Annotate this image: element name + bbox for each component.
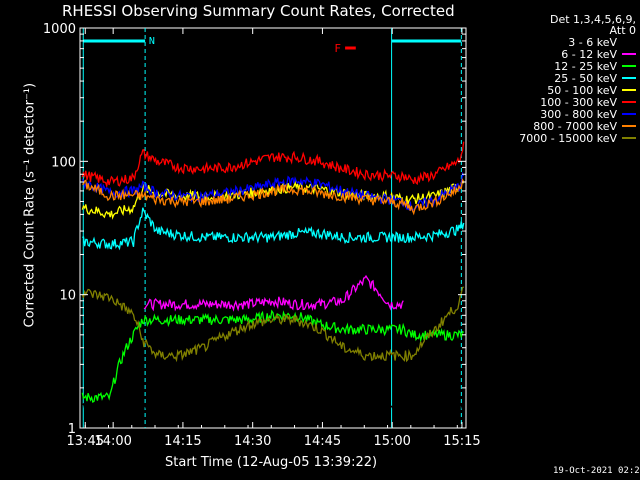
legend-label: 6 - 12 keV xyxy=(561,47,617,61)
y-tick-label: 1000 xyxy=(43,22,76,37)
chart-title: RHESSI Observing Summary Count Rates, Co… xyxy=(62,2,455,20)
legend-entry: 12 - 25 keV xyxy=(470,59,636,73)
y-tick-label: 100 xyxy=(51,155,76,170)
x-axis-label: Start Time (12-Aug-05 13:39:22) xyxy=(165,455,378,470)
legend-entry: 100 - 300 keV xyxy=(470,95,636,109)
legend-label: 800 - 7000 keV xyxy=(533,119,617,133)
x-tick-label: 14:30 xyxy=(234,434,271,449)
legend-header-line2: Att 0 xyxy=(609,24,636,37)
x-tick-label: 14:45 xyxy=(304,434,341,449)
legend-label: 50 - 100 keV xyxy=(547,83,617,97)
series-group xyxy=(81,141,465,413)
legend-label: 25 - 50 keV xyxy=(554,71,617,85)
legend-entry: 3 - 6 keV xyxy=(470,35,636,49)
timestamp: 19-Oct-2021 02:20 xyxy=(553,466,640,476)
legend-swatch xyxy=(622,137,636,139)
x-tick-label: 13:45 xyxy=(67,434,104,449)
legend-label: 3 - 6 keV xyxy=(568,35,617,49)
legend-swatch xyxy=(622,65,636,67)
legend-entry: 25 - 50 keV xyxy=(470,71,636,85)
annotation-text: F xyxy=(334,42,341,55)
series-line xyxy=(81,141,465,189)
legend-swatch xyxy=(622,101,636,103)
series-line xyxy=(82,207,465,251)
legend-entry: 300 - 800 keV xyxy=(470,107,636,121)
legend-swatch xyxy=(622,89,636,91)
x-tick-label: 14:00 xyxy=(94,434,131,449)
plot-border xyxy=(79,27,467,429)
y-tick-label: 1 xyxy=(68,422,76,437)
legend-label: 300 - 800 keV xyxy=(540,107,617,121)
legend-swatch xyxy=(622,77,636,79)
legend-swatch xyxy=(622,113,636,115)
plot-frame-group xyxy=(79,27,467,429)
series-line xyxy=(81,358,465,413)
legend-label: 100 - 300 keV xyxy=(540,95,617,109)
series-line xyxy=(81,309,465,403)
legend-header-line1: Det 1,3,4,5,6,9, xyxy=(549,13,636,26)
x-tick-label: 14:15 xyxy=(164,434,201,449)
legend-entry: 800 - 7000 keV xyxy=(470,119,636,133)
series-line xyxy=(81,286,464,363)
legend-rows: 3 - 6 keV 6 - 12 keV 12 - 25 keV 25 - 50 ke… xyxy=(470,35,636,145)
x-tick-label: 15:00 xyxy=(373,434,410,449)
legend: Det 1,3,4,5,6,9, Att 0 3 - 6 keV 6 - 12 k… xyxy=(470,13,636,145)
annotation-text: N xyxy=(149,36,155,47)
legend-entry: 6 - 12 keV xyxy=(470,47,636,61)
legend-label: 12 - 25 keV xyxy=(554,59,617,73)
legend-swatch xyxy=(622,41,636,43)
legend-entry: 7000 - 15000 keV xyxy=(470,131,636,145)
vertical-markers-group xyxy=(82,28,462,428)
y-axis-label: Corrected Count Rate (s⁻¹ detector⁻¹) xyxy=(22,82,38,328)
legend-swatch xyxy=(622,125,636,127)
legend-label: 7000 - 15000 keV xyxy=(519,131,617,145)
legend-entry: 50 - 100 keV xyxy=(470,83,636,97)
annotation-group: NF xyxy=(149,36,341,55)
y-tick-label: 10 xyxy=(59,289,76,304)
series-line xyxy=(81,171,465,212)
series-line xyxy=(143,274,404,312)
series-line xyxy=(82,178,465,216)
legend-swatch xyxy=(622,53,636,55)
x-tick-label: 15:15 xyxy=(443,434,480,449)
